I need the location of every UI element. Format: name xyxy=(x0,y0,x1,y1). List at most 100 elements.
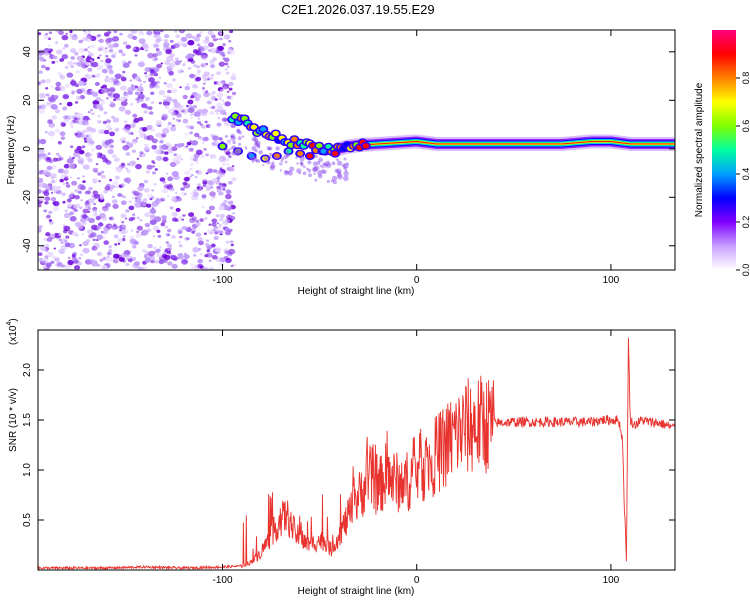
noise-speckle xyxy=(57,71,63,77)
noise-speckle xyxy=(62,106,68,111)
noise-speckle xyxy=(196,43,201,47)
noise-speckle xyxy=(88,217,95,224)
noise-speckle xyxy=(120,228,128,235)
noise-speckle xyxy=(38,177,41,181)
noise-speckle xyxy=(197,48,201,51)
noise-speckle xyxy=(73,257,78,261)
noise-speckle xyxy=(82,214,88,219)
noise-speckle xyxy=(122,62,130,68)
noise-speckle xyxy=(153,246,157,250)
noise-speckle xyxy=(47,119,53,124)
noise-speckle xyxy=(182,94,188,100)
ridge-smear xyxy=(343,166,347,171)
ridge-smear xyxy=(280,163,283,166)
noise-speckle xyxy=(94,81,100,86)
noise-speckle xyxy=(225,158,230,162)
noise-speckle xyxy=(87,198,95,204)
ridge-smear xyxy=(314,178,318,182)
noise-speckle xyxy=(218,205,225,211)
noise-speckle xyxy=(182,214,186,217)
noise-speckle xyxy=(230,243,234,247)
noise-speckle xyxy=(111,77,116,81)
noise-speckle xyxy=(109,144,114,149)
noise-speckle xyxy=(144,143,149,148)
noise-speckle xyxy=(110,88,115,92)
colorbar-label: Normalized spectral amplitude xyxy=(694,82,705,217)
ridge-smear xyxy=(299,156,305,162)
noise-speckle xyxy=(228,166,235,172)
noise-speckle xyxy=(70,65,74,68)
noise-speckle xyxy=(184,192,187,196)
noise-speckle xyxy=(47,44,51,48)
noise-speckle xyxy=(85,239,91,243)
noise-speckle xyxy=(225,240,230,244)
noise-speckle xyxy=(175,192,178,194)
noise-speckle xyxy=(117,238,124,243)
noise-speckle xyxy=(167,176,174,182)
noise-speckle xyxy=(218,230,224,235)
noise-speckle xyxy=(164,225,168,229)
noise-speckle xyxy=(164,105,170,110)
noise-speckle xyxy=(67,256,71,260)
noise-speckle xyxy=(100,196,104,200)
noise-speckle xyxy=(132,262,140,269)
noise-speckle xyxy=(201,266,209,270)
noise-speckle xyxy=(218,223,222,227)
ridge-smear xyxy=(318,157,323,163)
noise-speckle xyxy=(226,90,230,93)
noise-speckle xyxy=(74,117,77,120)
noise-speckle xyxy=(211,34,216,39)
spectrogram-ylabel: Frequency (Hz) xyxy=(6,116,17,185)
noise-speckle xyxy=(64,43,69,48)
noise-speckle xyxy=(152,165,156,168)
noise-speckle xyxy=(84,259,92,265)
noise-speckle xyxy=(186,108,189,111)
ridge-smear xyxy=(251,160,255,163)
noise-speckle xyxy=(67,259,74,266)
noise-speckle xyxy=(61,264,66,268)
ridge-smear xyxy=(312,167,318,173)
noise-speckle xyxy=(38,153,43,158)
noise-speckle xyxy=(62,170,66,173)
noise-speckle xyxy=(148,250,156,257)
noise-speckle xyxy=(212,57,218,61)
noise-speckle xyxy=(73,33,78,38)
noise-speckle xyxy=(132,244,137,249)
noise-speckle xyxy=(218,191,224,196)
noise-speckle xyxy=(208,49,212,52)
noise-speckle xyxy=(131,196,135,200)
noise-speckle xyxy=(187,59,190,62)
noise-speckle xyxy=(141,103,147,108)
noise-speckle xyxy=(60,136,66,141)
noise-speckle xyxy=(38,49,45,56)
snr-multiplier-base: (x10 xyxy=(8,325,19,345)
noise-speckle xyxy=(190,116,193,119)
noise-speckle xyxy=(81,233,85,236)
noise-speckle xyxy=(143,80,146,84)
noise-speckle xyxy=(138,154,143,158)
noise-speckle xyxy=(210,133,215,137)
colorbar-tick-label: 0.2 xyxy=(741,216,750,229)
noise-speckle xyxy=(55,95,59,98)
noise-speckle xyxy=(79,244,82,247)
noise-speckle xyxy=(177,229,183,234)
noise-speckle xyxy=(38,32,42,35)
noise-speckle xyxy=(175,34,181,39)
noise-speckle xyxy=(165,232,171,237)
noise-speckle xyxy=(48,51,51,54)
noise-speckle xyxy=(96,236,102,241)
noise-speckle xyxy=(127,163,130,166)
noise-speckle xyxy=(136,196,142,200)
noise-speckle xyxy=(85,36,93,42)
noise-speckle xyxy=(195,219,200,223)
ridge-smear xyxy=(251,146,257,151)
noise-speckle xyxy=(61,47,66,51)
noise-speckle xyxy=(146,30,153,36)
noise-speckle xyxy=(50,260,55,264)
noise-speckle xyxy=(65,84,70,88)
noise-speckle xyxy=(149,85,154,89)
noise-speckle xyxy=(60,121,65,125)
noise-speckle xyxy=(175,119,179,122)
noise-speckle xyxy=(105,124,112,129)
ridge-smear xyxy=(275,146,280,151)
